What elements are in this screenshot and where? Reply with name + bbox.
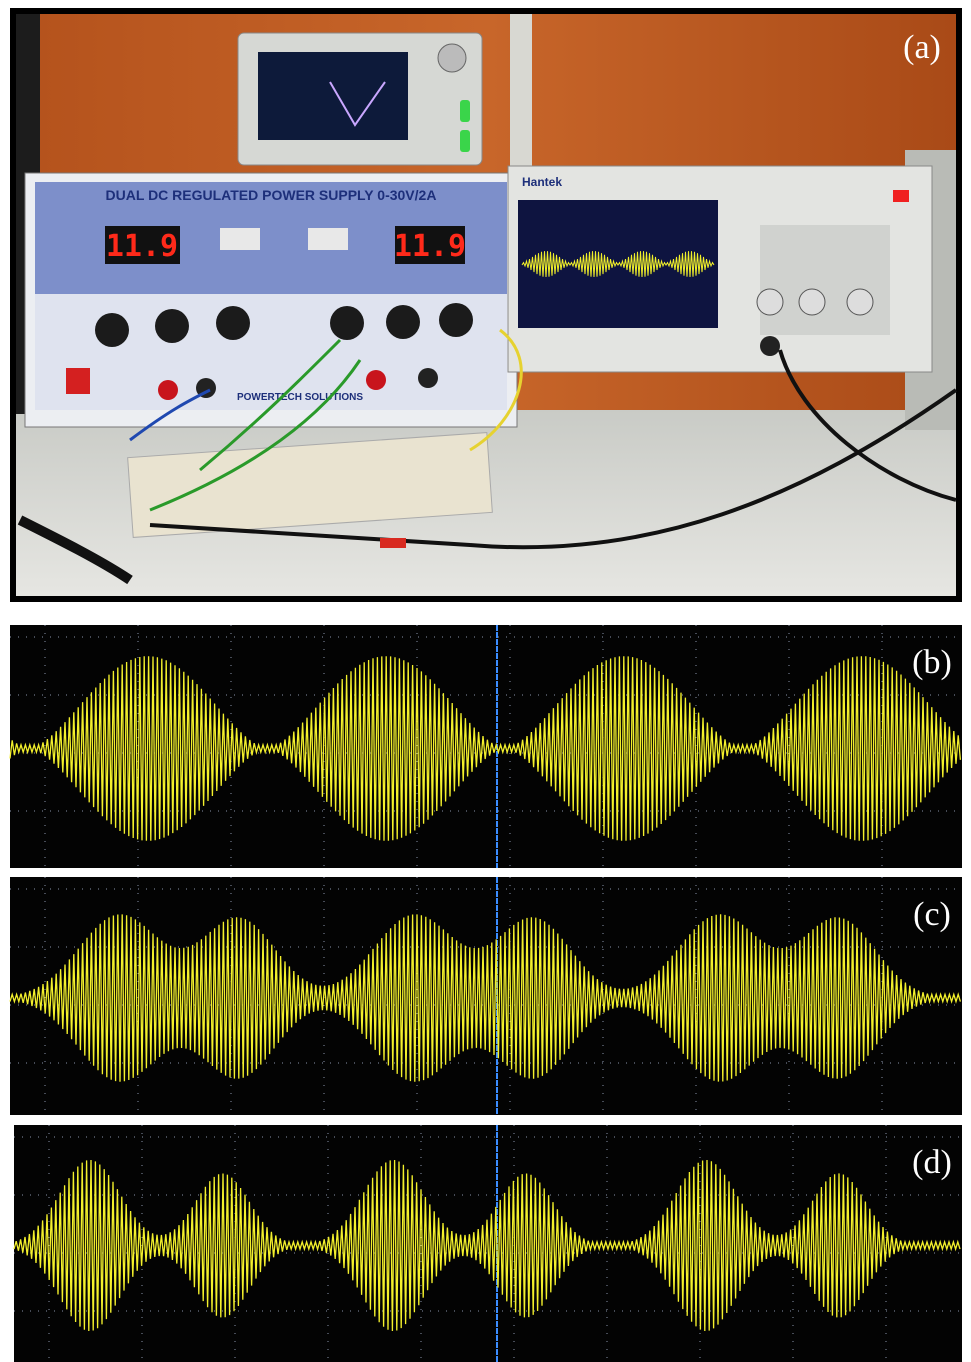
knob (95, 313, 129, 347)
knob (330, 306, 364, 340)
scope-led (893, 190, 909, 202)
generator-led (460, 100, 470, 122)
power-supply-title: DUAL DC REGULATED POWER SUPPLY 0-30V/2A (106, 187, 437, 203)
knob (439, 303, 473, 337)
panel-label: (c) (913, 896, 951, 933)
knob (155, 309, 189, 343)
generator-knob (438, 44, 466, 72)
switch (220, 228, 260, 250)
scope-panel: (d) (14, 1125, 962, 1362)
supply-brand: POWERTECH SOLUTIONS (237, 392, 363, 403)
terminal (418, 368, 438, 388)
display-reading: 11.9 (106, 229, 178, 264)
scope-panel: (b) (10, 625, 962, 868)
scope-knob (757, 289, 783, 315)
switch (308, 228, 348, 250)
photo-panel: DUAL DC REGULATED POWER SUPPLY 0-30V/2A … (10, 8, 962, 602)
stand-pole (510, 14, 532, 174)
knob (216, 306, 250, 340)
scope-brand: Hantek (522, 175, 562, 189)
scope-knob (799, 289, 825, 315)
scope-controls (760, 225, 890, 335)
scope-knob (847, 289, 873, 315)
terminal (366, 370, 386, 390)
power-switch (66, 368, 90, 394)
scope-input (760, 336, 780, 356)
panel-label: (a) (903, 29, 941, 66)
scope-panel: (c) (10, 877, 962, 1115)
terminal (158, 380, 178, 400)
panel-label: (b) (912, 644, 952, 681)
generator-screen (258, 52, 408, 140)
figure: DUAL DC REGULATED POWER SUPPLY 0-30V/2A … (0, 0, 971, 1362)
knob (386, 305, 420, 339)
generator-led (460, 130, 470, 152)
panel-label: (d) (912, 1144, 952, 1181)
display-reading: 11.9 (394, 229, 466, 264)
probe-tip (380, 538, 406, 548)
waveform-panels: (b) (c) (d) (10, 625, 962, 1362)
